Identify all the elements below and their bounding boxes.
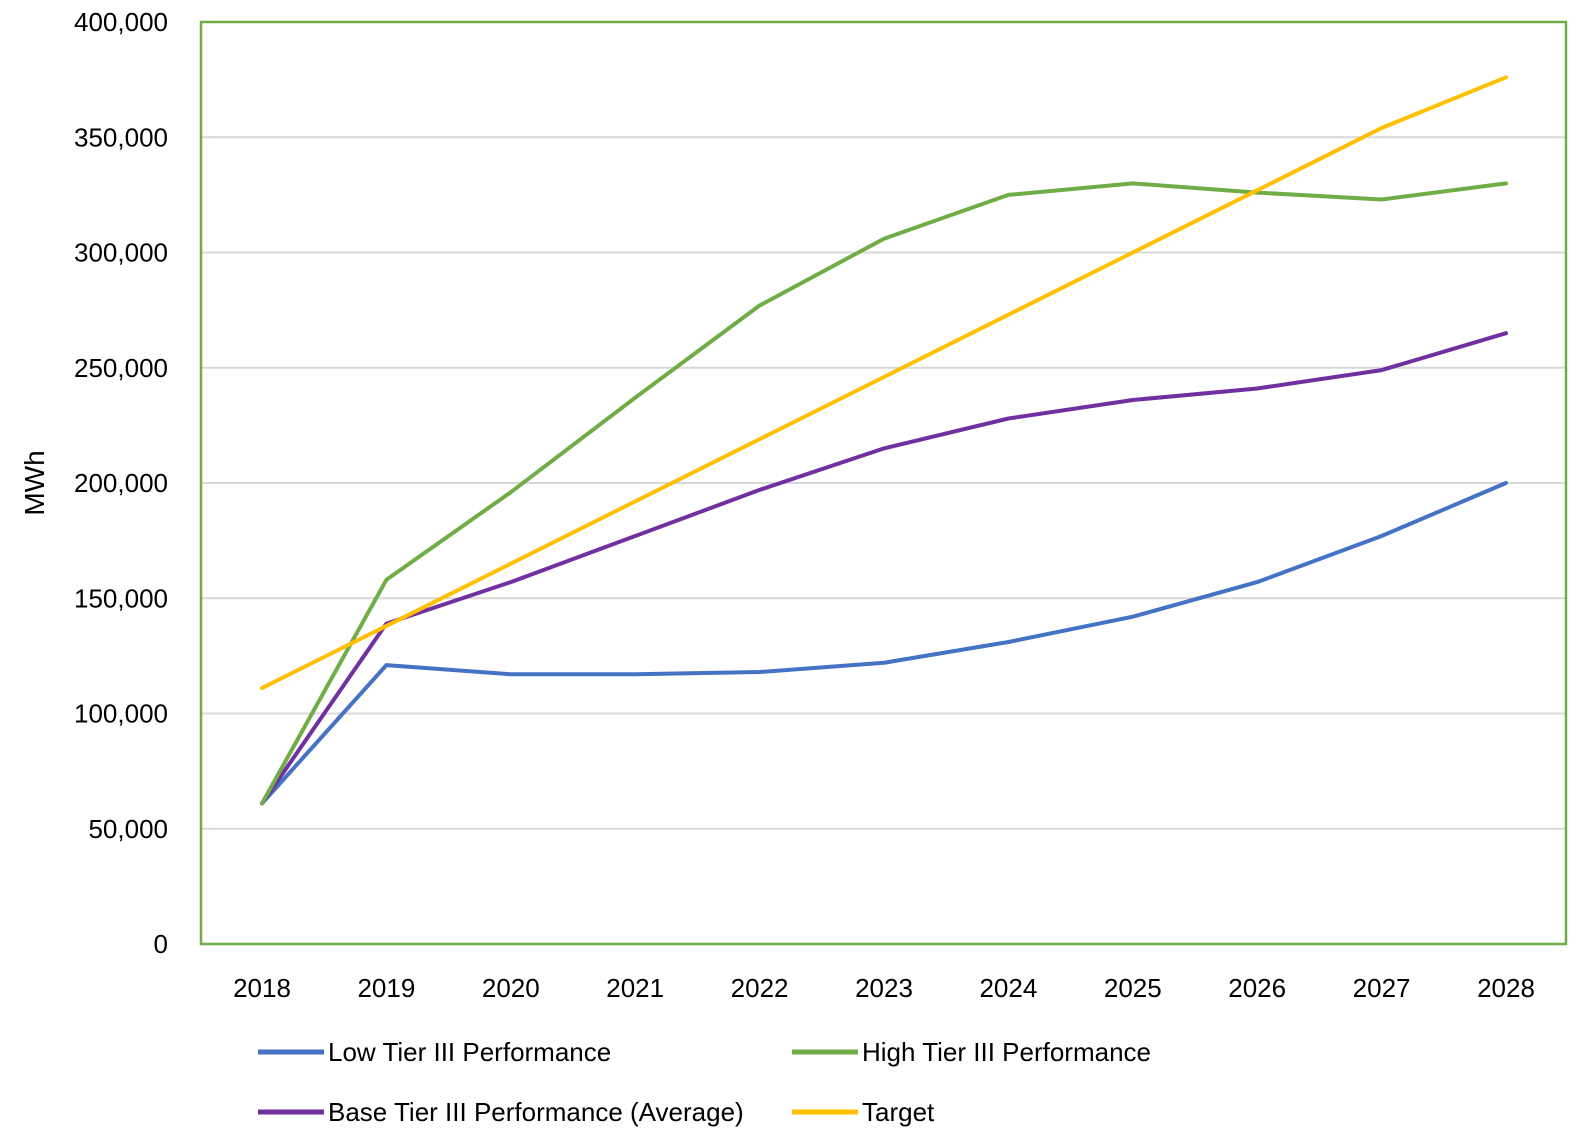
x-tick-label: 2022 — [731, 973, 789, 1003]
legend-label: High Tier III Performance — [862, 1037, 1151, 1067]
x-tick-label: 2023 — [855, 973, 913, 1003]
y-tick-label: 250,000 — [74, 353, 168, 383]
x-tick-label: 2018 — [233, 973, 291, 1003]
x-axis-ticks: 2018 2019 2020 2021 2022 2023 2024 2025 2026 2027… — [233, 973, 1535, 1003]
x-tick-label: 2021 — [606, 973, 664, 1003]
series-line-2 — [260, 331, 1508, 806]
y-tick-label: 350,000 — [74, 122, 168, 152]
series-line-0 — [260, 481, 1508, 806]
series-line-1 — [260, 181, 1508, 806]
x-tick-label: 2019 — [357, 973, 415, 1003]
y-axis-label: MWh — [19, 450, 50, 515]
x-tick-label: 2025 — [1104, 973, 1162, 1003]
x-tick-label: 2026 — [1228, 973, 1286, 1003]
y-tick-label: 200,000 — [74, 468, 168, 498]
y-axis-ticks: 0 50,000 100,000 150,000 200,000 250,000 300,0… — [74, 7, 168, 959]
y-tick-label: 150,000 — [74, 583, 168, 613]
series-line-3 — [260, 75, 1508, 691]
gridlines — [201, 136, 1566, 830]
y-tick-label: 300,000 — [74, 238, 168, 268]
x-tick-label: 2024 — [979, 973, 1037, 1003]
y-tick-label: 100,000 — [74, 699, 168, 729]
x-tick-label: 2027 — [1353, 973, 1411, 1003]
x-tick-label: 2028 — [1477, 973, 1535, 1003]
y-tick-label: 50,000 — [88, 814, 168, 844]
plot-area-frame — [199, 20, 1568, 946]
legend-label: Base Tier III Performance (Average) — [328, 1097, 744, 1127]
y-tick-label: 400,000 — [74, 7, 168, 37]
x-tick-label: 2020 — [482, 973, 540, 1003]
legend: Low Tier III Performance High Tier III Pe… — [258, 1037, 1151, 1127]
legend-label: Low Tier III Performance — [328, 1037, 611, 1067]
legend-label: Target — [862, 1097, 935, 1127]
y-tick-label: 0 — [154, 929, 168, 959]
series-lines — [260, 75, 1508, 806]
